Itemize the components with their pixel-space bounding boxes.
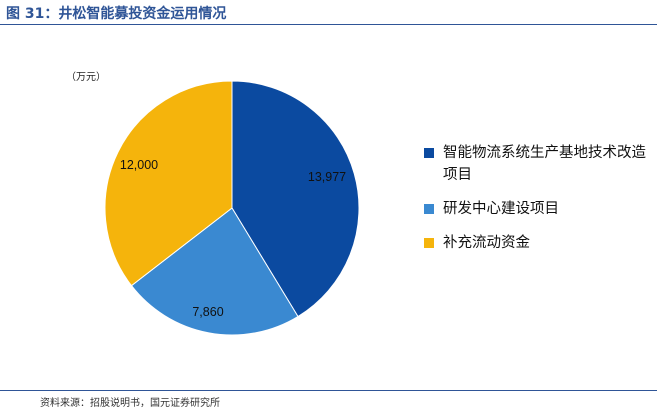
slice-value-label-working-capital: 12,000 xyxy=(120,158,158,172)
pie-slice-rd-center xyxy=(130,207,299,336)
legend-swatch-rd-center xyxy=(424,204,434,214)
source-divider xyxy=(0,390,657,391)
legend-item-rd-center: 研发中心建设项目 xyxy=(424,198,652,220)
slice-value-label-rd-center: 7,860 xyxy=(192,305,223,319)
legend-swatch-tech-upgrade xyxy=(424,148,434,158)
pie-slice-working-capital xyxy=(104,80,233,287)
legend-label-rd-center: 研发中心建设项目 xyxy=(443,201,559,217)
chart-title: 图 31：井松智能募投资金运用情况 xyxy=(6,6,227,22)
legend-item-working-capital: 补充流动资金 xyxy=(424,232,652,254)
slice-value-label-tech-upgrade: 13,977 xyxy=(308,170,346,184)
legend-item-tech-upgrade: 智能物流系统生产基地技术改造项目 xyxy=(424,142,652,186)
legend-label-working-capital: 补充流动资金 xyxy=(443,235,530,251)
pie-slice-tech-upgrade xyxy=(231,80,360,318)
source-note: 资料来源：招股说明书，国元证券研究所 xyxy=(40,398,220,409)
legend: 智能物流系统生产基地技术改造项目 研发中心建设项目 补充流动资金 xyxy=(424,142,652,266)
legend-label-tech-upgrade: 智能物流系统生产基地技术改造项目 xyxy=(443,145,646,183)
title-divider xyxy=(0,24,657,25)
unit-label: （万元） xyxy=(66,72,106,83)
legend-swatch-working-capital xyxy=(424,238,434,248)
